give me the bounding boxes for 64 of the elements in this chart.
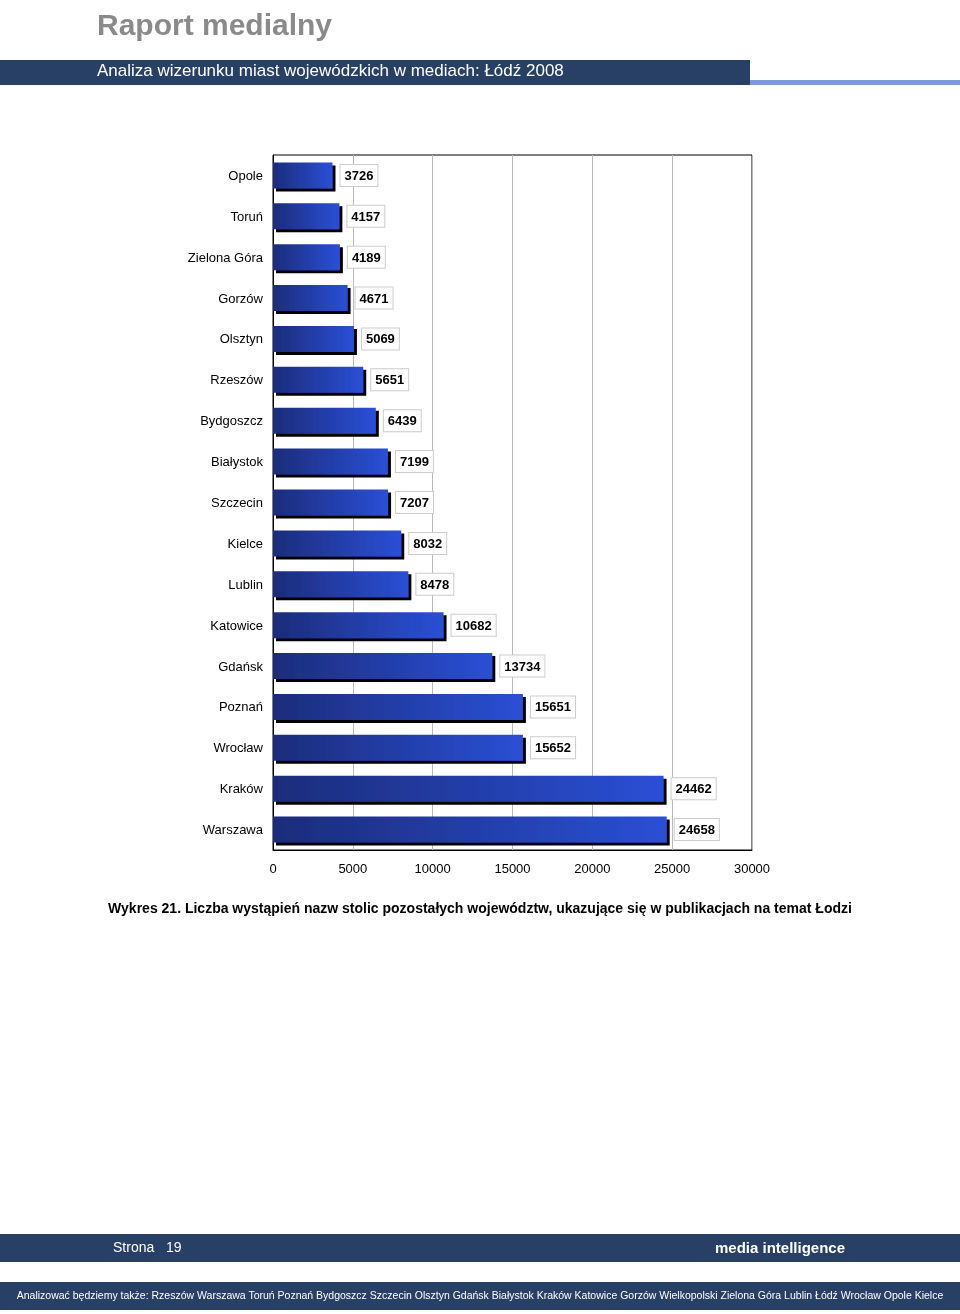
data-label: 7207 <box>400 495 429 510</box>
x-tick-label: 25000 <box>654 861 691 876</box>
text: media intelligence <box>715 1239 846 1256</box>
x-tick-label: 10000 <box>414 861 451 876</box>
y-tick-label: Zielona Góra <box>187 249 264 265</box>
bar <box>273 816 667 843</box>
data-label: 4671 <box>359 290 389 306</box>
text: Strona 19 <box>113 1239 182 1255</box>
y-tick-label: Opole <box>228 167 263 183</box>
data-label: 24658 <box>678 822 715 838</box>
y-tick-label: Gorzów <box>218 290 264 306</box>
bar <box>273 203 340 230</box>
text: Analizować będziemy także: Rzeszów Warszawa Toruń Poznań Bydgoszcz Szczecin Olsztyn Gdańsk Białystok Kraków Katowice Gorzów Wielkopolski Zielona Góra Lublin Łódź Wrocław Opole Kielce <box>15 1289 945 1301</box>
bar <box>273 693 523 720</box>
y-tick-label: Olsztyn <box>219 331 263 347</box>
data-label: 4157 <box>351 208 381 224</box>
y-tick-label: Poznań <box>218 699 263 715</box>
data-label: 3726 <box>344 167 374 183</box>
bar <box>273 612 444 639</box>
bar <box>273 530 402 557</box>
y-tick-label: Szczecin <box>210 495 263 510</box>
data-label: 15651 <box>534 699 572 715</box>
x-tick-label: 20000 <box>574 861 611 876</box>
bar <box>273 244 340 271</box>
x-tick-label: 0 <box>269 861 277 876</box>
y-tick-label: Bydgoszcz <box>200 413 263 429</box>
data-label: 6439 <box>387 413 417 429</box>
text: Wykres 21. Liczba wystąpień nazw stolic pozostałych województw, ukazujące się w publikacjach na temat Łodzi <box>107 900 853 916</box>
data-label: 4189 <box>351 249 381 265</box>
y-tick-label: Katowice <box>210 617 263 633</box>
y-tick-label: Lublin <box>228 576 263 592</box>
data-label: 5069 <box>365 331 395 347</box>
bar <box>273 162 333 189</box>
chart-title: Raport medialny <box>97 8 333 42</box>
x-tick-label: 5000 <box>338 861 368 876</box>
bar <box>273 325 354 352</box>
y-tick-label: Kraków <box>219 781 264 797</box>
data-label: 15652 <box>534 740 572 756</box>
data-label: 8032 <box>413 535 443 551</box>
bar <box>273 571 409 598</box>
bar <box>273 407 376 434</box>
x-tick-label: 30000 <box>733 861 771 876</box>
bar <box>273 775 664 802</box>
y-tick-label: Wrocław <box>213 740 264 756</box>
data-label: 5651 <box>375 372 405 388</box>
data-label: 13734 <box>504 658 542 674</box>
y-tick-label: Kielce <box>227 535 263 551</box>
data-label: 8478 <box>420 576 450 592</box>
y-tick-label: Toruń <box>230 208 263 224</box>
bar <box>273 366 364 393</box>
y-tick-label: Gdańsk <box>218 658 264 674</box>
x-tick-label: 15000 <box>494 861 531 876</box>
bar <box>273 653 493 680</box>
chart-subtitle: Analiza wizerunku miast wojewódzkich w mediach: Łódź 2008 <box>97 61 564 81</box>
y-tick-label: Białystok <box>210 454 264 470</box>
bar <box>273 734 523 761</box>
bar <box>273 448 388 475</box>
bar <box>273 489 389 516</box>
bar <box>273 285 348 312</box>
data-label: 10682 <box>455 617 492 633</box>
y-tick-label: Warszawa <box>202 822 264 838</box>
data-label: 24462 <box>675 781 712 797</box>
data-label: 7199 <box>399 454 429 470</box>
y-tick-label: Rzeszów <box>210 372 264 388</box>
